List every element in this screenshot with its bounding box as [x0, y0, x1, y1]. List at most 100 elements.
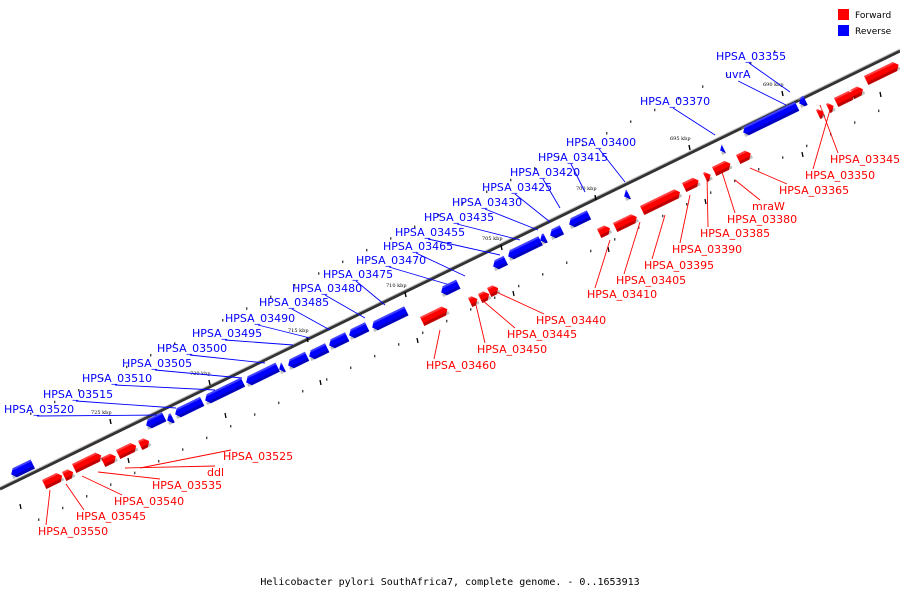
legend: Forward Reverse: [838, 9, 892, 37]
scale-dot: [134, 471, 136, 475]
forward-gene-label: HPSA_03535: [152, 479, 222, 492]
reverse-leader-line: [748, 62, 791, 93]
scale-dot: [222, 318, 224, 322]
scale-tick-mark: [404, 291, 407, 298]
reverse-leader-line: [737, 80, 787, 106]
scale-dot: [678, 97, 680, 100]
forward-leader-line: [97, 471, 161, 480]
scale-dots: [19, 50, 882, 521]
reverse-leader-line: [114, 384, 216, 391]
forward-gene-label: HPSA_03405: [616, 274, 686, 287]
forward-gene-label: mraW: [752, 200, 785, 213]
scale-dash: [224, 412, 227, 419]
scale-dot: [86, 495, 88, 498]
reverse-gene-label: HPSA_03425: [482, 181, 552, 194]
scale-dot: [702, 85, 704, 88]
scale-dot: [854, 121, 856, 124]
reverse-leader-line: [324, 294, 366, 319]
forward-gene-label: HPSA_03525: [223, 450, 293, 463]
reverse-leader-line: [427, 238, 501, 256]
reverse-gene-label: HPSA_03510: [82, 372, 152, 385]
scale-dot: [662, 214, 664, 218]
scale-dash: [704, 198, 707, 205]
scale-dot: [654, 108, 656, 112]
forward-gene-label: HPSA_03445: [507, 328, 577, 341]
scale-dot: [494, 296, 496, 299]
scale-dot: [30, 412, 32, 415]
forward-gene-arrow: [640, 187, 683, 215]
scale-dot: [62, 506, 64, 510]
reverse-gene-arrow: [548, 225, 565, 240]
scale-dot: [710, 191, 712, 194]
reverse-gene-arrow: [307, 343, 330, 361]
reverse-gene-label: HPSA_03400: [566, 136, 636, 149]
scale-dot: [318, 272, 320, 275]
forward-leader-line: [812, 109, 831, 170]
scale-dot: [422, 331, 424, 335]
forward-gene-arrow: [703, 170, 713, 182]
forward-gene-arrow: [816, 107, 826, 119]
scale-dot: [510, 178, 512, 182]
scale-dash: [19, 503, 22, 510]
forward-gene-arrow: [487, 283, 501, 297]
forward-leader-line: [45, 489, 51, 526]
reverse-gene-arrow: [797, 95, 808, 108]
forward-leader-line: [139, 449, 232, 469]
reverse-gene-label: HPSA_03495: [192, 327, 262, 340]
reverse-gene-label: HPSA_03500: [157, 342, 227, 355]
forward-gene-label: ddl: [207, 466, 224, 479]
forward-gene-arrow: [864, 60, 900, 85]
scale-dot: [414, 225, 416, 229]
reverse-leader-line: [672, 107, 716, 136]
forward-gene-label: HPSA_03390: [672, 243, 742, 256]
forward-leader-line: [749, 167, 788, 185]
reverse-leader-line: [484, 208, 539, 231]
scale-dash: [512, 290, 515, 297]
scale-dot: [782, 156, 784, 159]
reverse-gene-label: HPSA_03430: [452, 196, 522, 209]
scale-dot: [78, 389, 80, 392]
reverse-gene-arrow: [718, 144, 726, 155]
reverse-leader-line: [514, 193, 551, 223]
reverse-gene-arrow: [173, 396, 205, 419]
reverse-leader-line: [570, 163, 586, 193]
scale-dot: [558, 155, 560, 158]
scale-tick-label: 695 kbp: [670, 136, 691, 142]
forward-gene-arrow: [72, 450, 104, 473]
forward-leader-line: [706, 174, 709, 228]
scale-dash: [607, 246, 610, 253]
scale-dot: [374, 354, 376, 358]
scale-tick-mark: [781, 90, 784, 97]
reverse-gene-arrow: [491, 255, 508, 271]
reverse-gene-label: HPSA_03505: [122, 357, 192, 370]
forward-gene-label: HPSA_03460: [426, 359, 496, 372]
scale-dot: [726, 73, 728, 77]
reverse-gene-arrow: [9, 459, 35, 479]
forward-leader-line: [124, 465, 216, 469]
scale-dot: [246, 307, 248, 310]
scale-dot: [582, 143, 584, 147]
forward-gene-arrow: [736, 148, 753, 164]
scale-dot: [518, 284, 520, 288]
scale-tick-label: 700 kbp: [576, 186, 597, 192]
reverse-gene-arrow: [370, 306, 409, 332]
scale-dash: [416, 337, 419, 344]
reverse-gene-arrow: [505, 236, 543, 261]
reverse-leader-line: [257, 324, 311, 339]
scale-dot: [614, 238, 616, 241]
scale-dot: [350, 366, 352, 370]
forward-gene-arrow: [682, 175, 701, 192]
forward-leader-line: [721, 171, 736, 214]
reverse-gene-arrow: [165, 413, 175, 425]
scale-dot: [398, 343, 400, 346]
forward-leader-line: [491, 289, 545, 315]
scale-dot: [774, 50, 776, 53]
forward-gene-arrow: [712, 159, 733, 176]
forward-gene-arrow: [62, 467, 76, 481]
gene-labels: HPSA_03355 uvrA HPSA_03370 HPSA_03400 HPSA_0…: [4, 50, 900, 538]
legend-forward-label: Forward: [855, 11, 891, 21]
legend-reverse-label: Reverse: [855, 27, 892, 37]
reverse-gene-label: HPSA_03370: [640, 95, 710, 108]
scale-dot: [446, 319, 448, 323]
